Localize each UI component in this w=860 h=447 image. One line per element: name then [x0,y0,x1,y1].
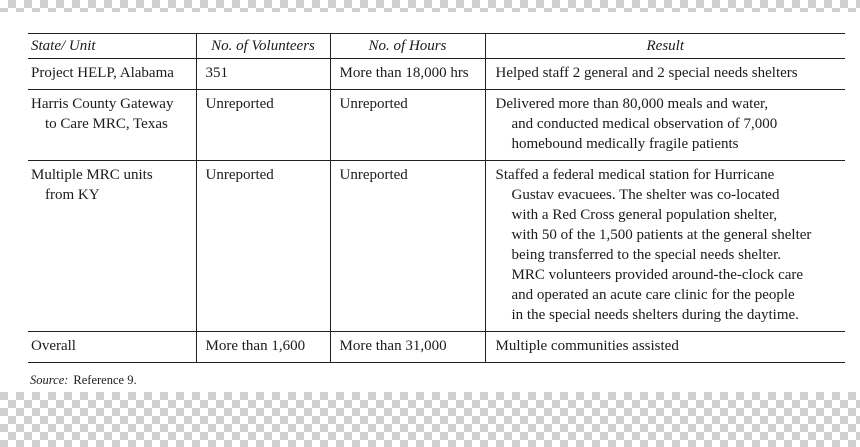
source-label: Source: [30,373,69,387]
table-body: Project HELP, Alabama 351 More than 18,0… [28,58,845,363]
cell-state-unit: Overall [31,338,76,354]
cell-state-unit: Project HELP, Alabama [31,65,174,81]
cell-volunteers: Unreported [195,89,330,161]
cell-volunteers: Unreported [195,160,330,332]
cell-volunteers: More than 1,600 [195,331,330,363]
header-hours: No. of Hours [329,33,485,59]
source-note: Source: Reference 9. [30,372,860,388]
cell-hours: More than 31,000 [329,331,485,363]
header-row: State/ Unit No. of Volunteers No. of Hou… [28,33,845,59]
mrc-response-table: State/ Unit No. of Volunteers No. of Hou… [28,33,845,363]
cell-hours: Unreported [329,160,485,332]
cell-result: Helped staff 2 general and 2 special nee… [484,58,845,90]
table-panel: State/ Unit No. of Volunteers No. of Hou… [0,12,860,392]
table-header: State/ Unit No. of Volunteers No. of Hou… [28,33,845,59]
header-result: Result [484,33,845,59]
cell-hours: Unreported [329,89,485,161]
header-volunteers: No. of Volunteers [195,33,330,59]
cell-hours: More than 18,000 hrs [329,58,485,90]
cell-state-unit: Harris County Gateway to Care MRC, Texas [31,96,174,132]
cell-result: Multiple communities assisted [484,331,845,363]
table-row-overall: Overall More than 1,600 More than 31,000… [28,331,845,363]
header-state-unit: State/ Unit [31,38,96,54]
cell-result: Staffed a federal medical station for Hu… [484,160,845,332]
table-row: Harris County Gateway to Care MRC, Texas… [28,89,845,161]
cell-volunteers: 351 [195,58,330,90]
cell-state-unit: Multiple MRC units from KY [31,167,153,203]
source-reference: Reference 9. [73,373,137,387]
table-row: Multiple MRC units from KY Unreported Un… [28,160,845,332]
cell-result: Delivered more than 80,000 meals and wat… [484,89,845,161]
table-row: Project HELP, Alabama 351 More than 18,0… [28,58,845,90]
